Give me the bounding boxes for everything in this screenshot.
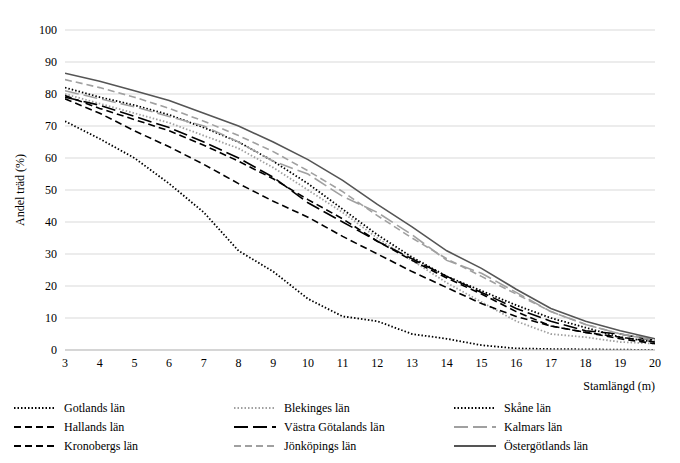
html-text:Hallands län: Hallands län	[64, 419, 125, 434]
svg-text:16: 16	[510, 356, 522, 370]
svg-text:3: 3	[62, 356, 68, 370]
svg-text:90: 90	[45, 55, 57, 69]
svg-text:10: 10	[45, 311, 57, 325]
svg-text:60: 60	[45, 151, 57, 165]
svg-text:7: 7	[201, 356, 207, 370]
svg-text:19: 19	[614, 356, 626, 370]
svg-text:13: 13	[406, 356, 418, 370]
svg-text:Andel träd (%): Andel träd (%)	[13, 154, 27, 226]
svg-text:5: 5	[131, 356, 137, 370]
svg-text:50: 50	[45, 183, 57, 197]
svg-text:0: 0	[51, 343, 57, 357]
svg-text:80: 80	[45, 87, 57, 101]
svg-text:12: 12	[371, 356, 383, 370]
svg-text:6: 6	[166, 356, 172, 370]
svg-text:4: 4	[97, 356, 103, 370]
svg-text:15: 15	[475, 356, 487, 370]
svg-text:40: 40	[45, 215, 57, 229]
svg-text:9: 9	[270, 356, 276, 370]
svg-text:70: 70	[45, 119, 57, 133]
html-text:Östergötlands län: Östergötlands län	[504, 438, 589, 453]
svg-text:14: 14	[441, 356, 453, 370]
html-text:Blekinges län: Blekinges län	[284, 400, 350, 415]
html-text:Jönköpings län: Jönköpings län	[284, 438, 357, 453]
svg-text:8: 8	[236, 356, 242, 370]
svg-text:100: 100	[39, 23, 57, 37]
svg-text:Stamlängd (m): Stamlängd (m)	[583, 379, 655, 393]
svg-text:11: 11	[337, 356, 349, 370]
svg-text:10: 10	[302, 356, 314, 370]
html-text:Kronobergs län: Kronobergs län	[64, 438, 139, 453]
svg-text:17: 17	[545, 356, 557, 370]
svg-text:20: 20	[649, 356, 661, 370]
html-text:Skåne län: Skåne län	[504, 400, 551, 415]
svg-text:18: 18	[580, 356, 592, 370]
html-text:Västra Götalands län: Västra Götalands län	[284, 419, 385, 434]
html-text:Kalmars län: Kalmars län	[504, 419, 563, 434]
svg-text:30: 30	[45, 247, 57, 261]
svg-text:20: 20	[45, 279, 57, 293]
html-text:Gotlands län: Gotlands län	[64, 400, 125, 415]
